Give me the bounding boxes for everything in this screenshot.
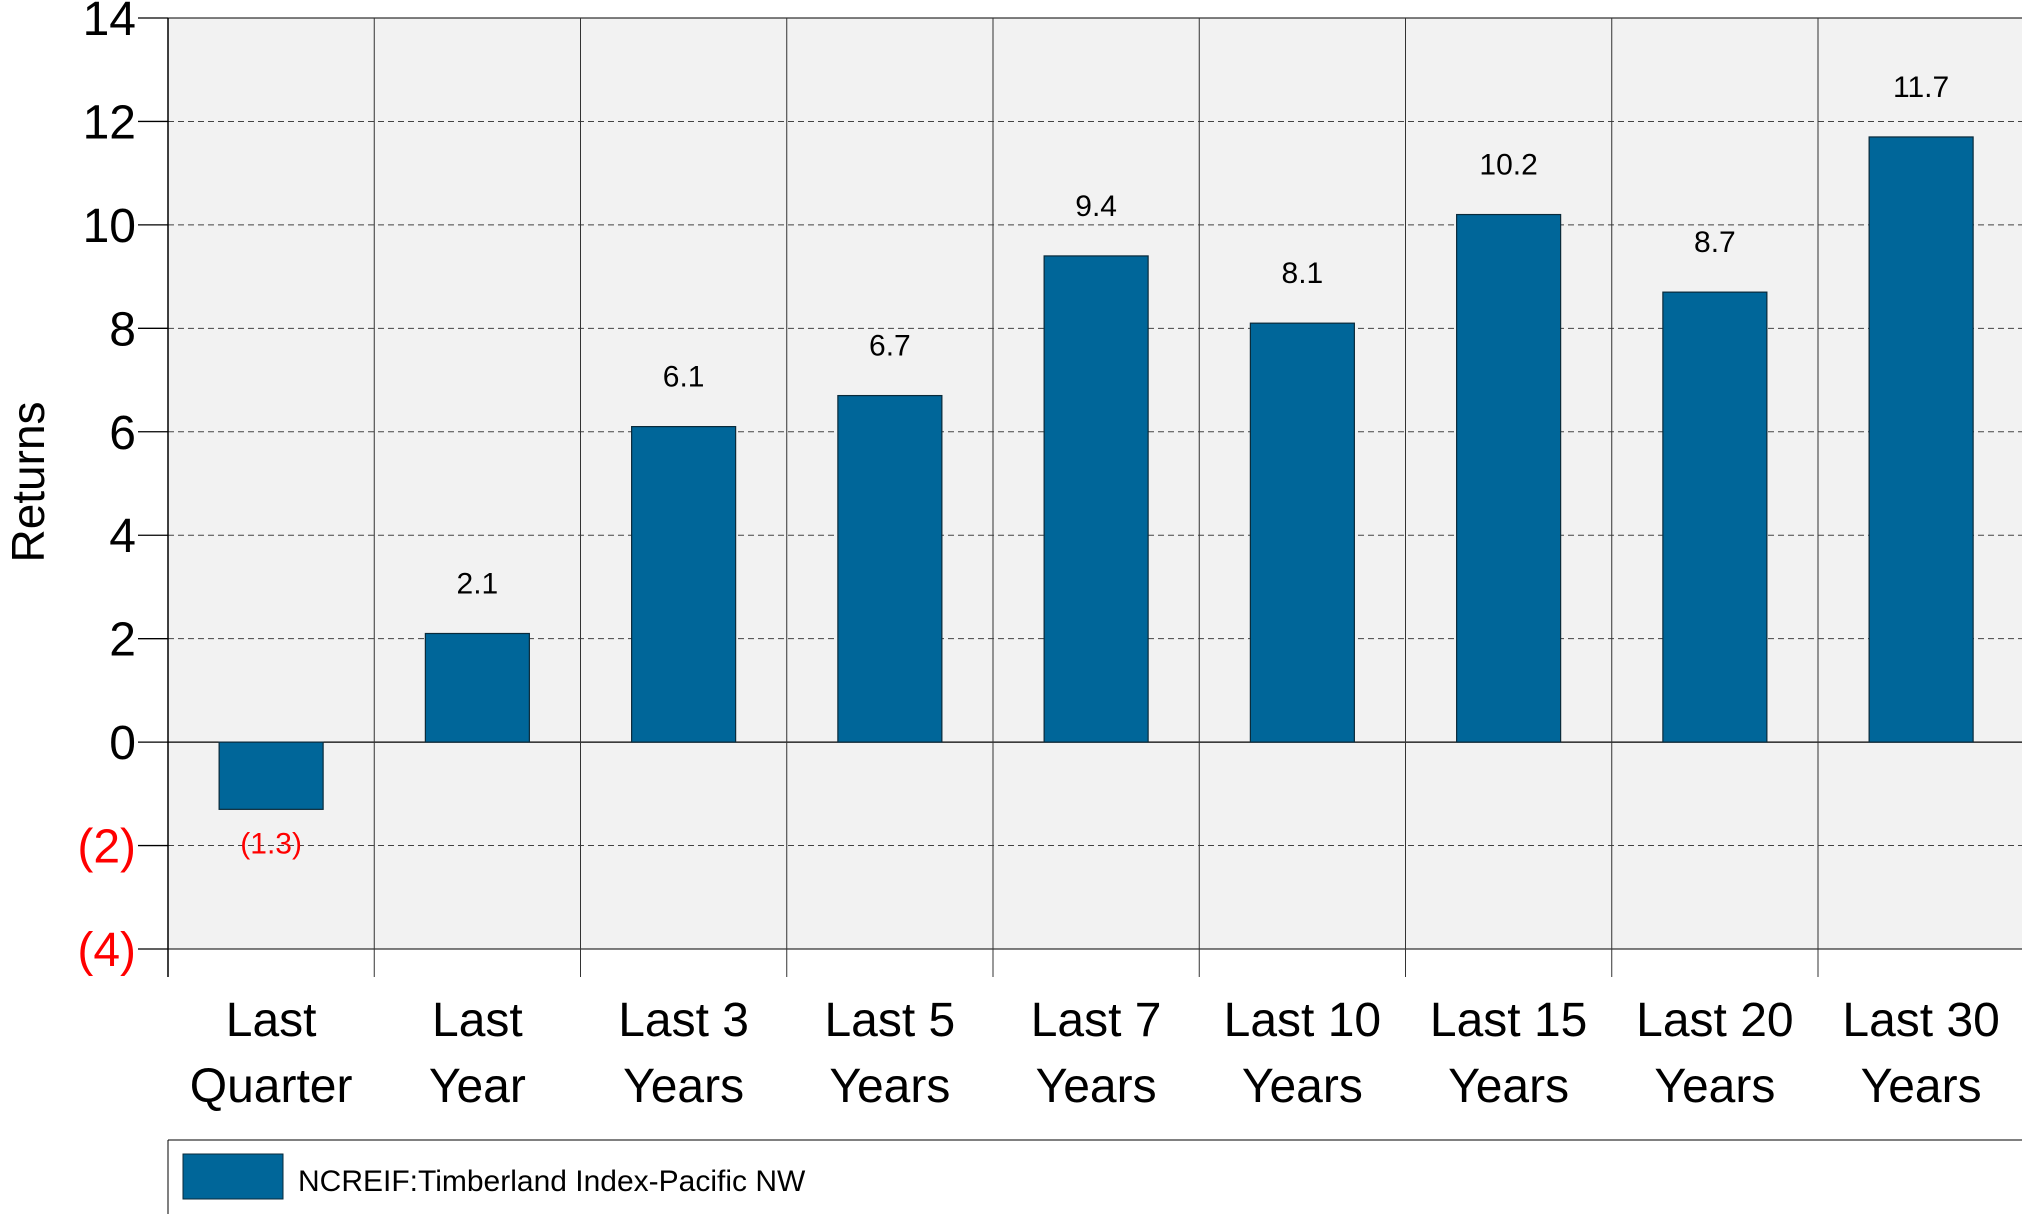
y-tick-label: 10 [83, 200, 136, 253]
x-tick-label: Years [1448, 1060, 1569, 1113]
y-tick-label: 4 [109, 510, 136, 563]
bar [424, 632, 530, 743]
bar [631, 426, 737, 743]
legend-label: NCREIF:Timberland Index-Pacific NW [298, 1165, 806, 1198]
data-label: 6.7 [869, 330, 911, 363]
bar [218, 741, 324, 810]
legend: NCREIF:Timberland Index-Pacific NW [167, 1139, 2022, 1214]
x-tick-label: Last 15 [1430, 994, 1587, 1047]
bar [1662, 291, 1768, 743]
y-axis-title: Returns [2, 401, 54, 562]
x-tick-label: Years [1242, 1060, 1363, 1113]
bar [1868, 136, 1974, 743]
y-tick-label: 0 [109, 717, 136, 770]
data-label: 6.1 [663, 361, 705, 394]
data-label: (1.3) [240, 827, 302, 860]
y-tick-label: 6 [109, 407, 136, 460]
x-tick-label: Year [429, 1060, 526, 1113]
x-tick-label: Last 30 [1842, 994, 1999, 1047]
data-label: 9.4 [1075, 190, 1117, 223]
data-label: 8.1 [1282, 257, 1324, 290]
x-tick-label: Years [623, 1060, 744, 1113]
bar [1043, 255, 1149, 743]
y-axis-ticks: 14 12 10 8 6 4 2 0 (2) (4) [77, 0, 168, 977]
bar [837, 394, 943, 743]
x-tick-label: Last [226, 994, 317, 1047]
bar [1456, 213, 1562, 743]
x-tick-label: Years [1036, 1060, 1157, 1113]
bars [218, 136, 1974, 810]
y-tick-label: 14 [83, 0, 136, 46]
category-dividers [373, 18, 1819, 977]
x-tick-label: Years [829, 1060, 950, 1113]
x-tick-label: Quarter [190, 1060, 353, 1113]
x-tick-label: Last 10 [1224, 994, 1381, 1047]
x-tick-label: Years [1861, 1060, 1982, 1113]
x-tick-label: Last 3 [618, 994, 749, 1047]
data-label: 11.7 [1893, 71, 1949, 104]
data-labels: (1.3) 2.1 6.1 6.7 9.4 8.1 10.2 8.7 11.7 [240, 71, 1949, 860]
y-tick-label: (2) [77, 821, 136, 874]
y-tick-label: 2 [109, 614, 136, 667]
data-label: 2.1 [457, 567, 499, 600]
bar [1249, 322, 1355, 743]
x-tick-label: Last 7 [1031, 994, 1162, 1047]
y-tick-label: (4) [77, 924, 136, 977]
data-label: 8.7 [1694, 226, 1736, 259]
x-tick-label: Last [432, 994, 523, 1047]
x-tick-label: Years [1654, 1060, 1775, 1113]
x-tick-label: Last 5 [824, 994, 955, 1047]
y-tick-label: 12 [83, 96, 136, 149]
data-label: 10.2 [1479, 149, 1537, 182]
x-axis-tick-labels: Last Quarter Last Year Last 3 Years Last 5 Year… [190, 994, 2000, 1113]
y-tick-label: 8 [109, 303, 136, 356]
legend-swatch [182, 1153, 284, 1200]
x-tick-label: Last 20 [1636, 994, 1793, 1047]
